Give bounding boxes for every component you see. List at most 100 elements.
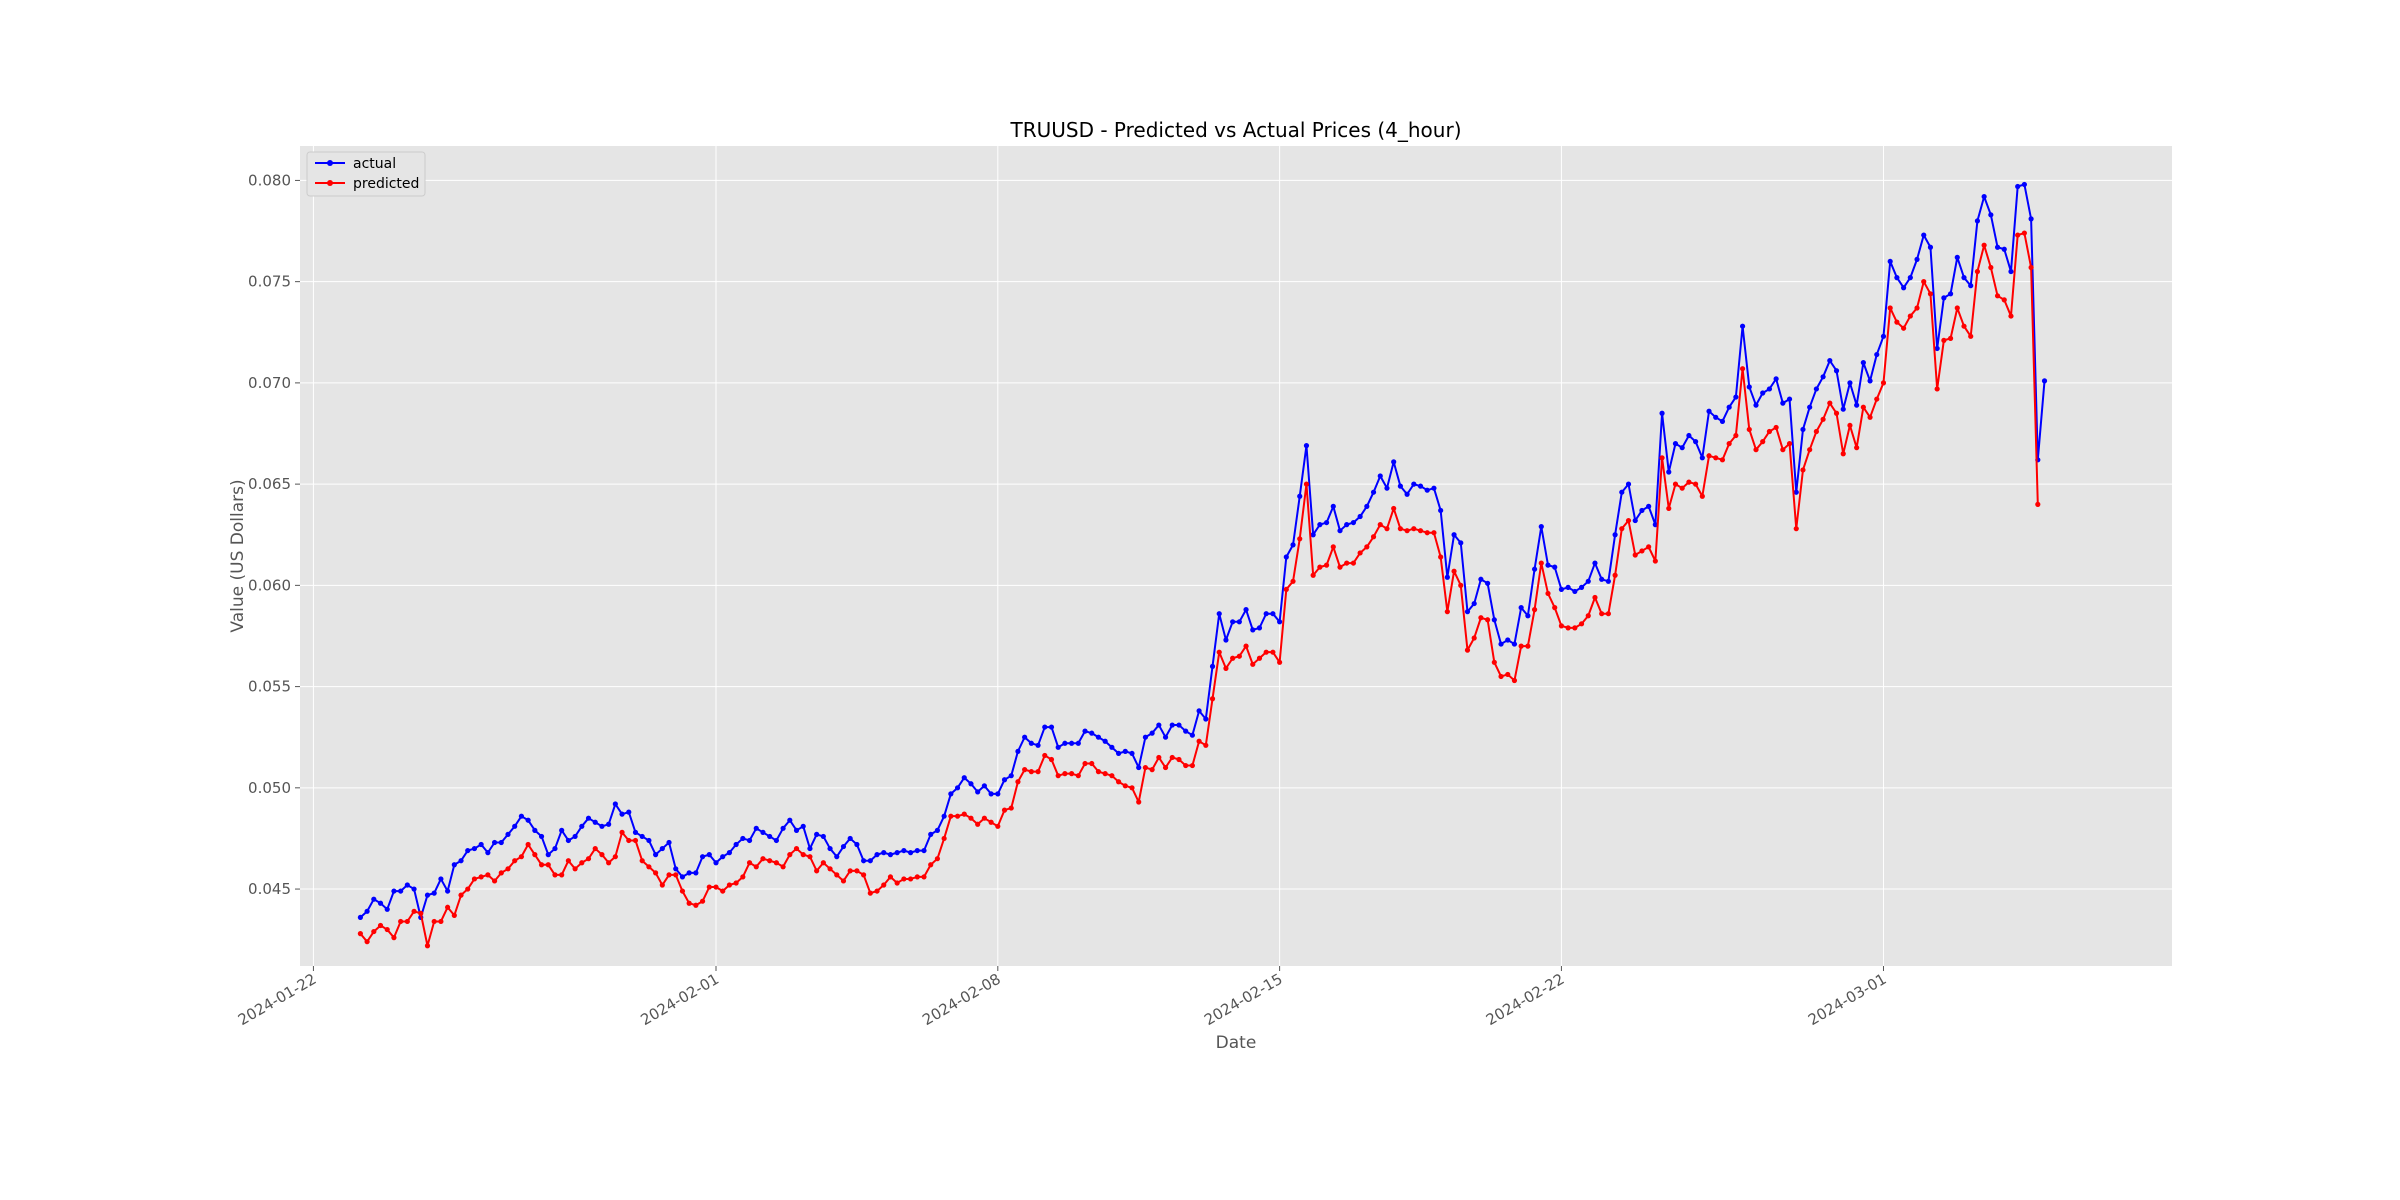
x-tick-label: 2024-02-01 <box>637 970 722 1029</box>
data-point-predicted <box>1659 455 1665 461</box>
data-point-predicted <box>760 856 766 862</box>
data-point-actual <box>1055 744 1061 750</box>
data-point-actual <box>1370 489 1377 495</box>
data-point-predicted <box>1310 572 1316 578</box>
data-point-actual <box>1297 493 1303 499</box>
data-point-predicted <box>1760 439 1766 445</box>
data-point-predicted <box>451 912 457 918</box>
data-point-actual <box>1552 564 1558 570</box>
legend: actual predicted <box>306 151 426 197</box>
data-point-predicted <box>928 862 934 868</box>
x-tick-label: 2024-01-22 <box>235 970 320 1029</box>
data-point-actual <box>673 866 679 872</box>
data-point-predicted <box>773 860 779 866</box>
data-point-actual <box>720 854 726 860</box>
data-point-predicted <box>659 882 665 888</box>
data-point-actual <box>512 823 518 829</box>
data-point-predicted <box>1719 457 1726 463</box>
data-point-predicted <box>1994 293 2001 299</box>
data-point-predicted <box>1109 773 1115 779</box>
data-point-actual <box>599 823 605 829</box>
data-point-predicted <box>1531 607 1538 613</box>
legend-actual-marker <box>327 160 333 166</box>
data-point-actual <box>726 850 733 856</box>
data-point-predicted <box>512 858 518 864</box>
data-point-predicted <box>1934 386 1940 392</box>
data-point-predicted <box>1370 534 1377 540</box>
data-point-predicted <box>887 874 894 880</box>
data-point-predicted <box>861 872 867 878</box>
data-point-predicted <box>653 870 659 876</box>
data-point-actual <box>1646 503 1652 509</box>
data-point-actual <box>458 858 464 864</box>
data-point-actual <box>1008 773 1014 779</box>
data-point-actual <box>1988 212 1994 218</box>
data-point-predicted <box>1162 764 1169 771</box>
data-point-predicted <box>733 880 739 886</box>
data-point-predicted <box>713 884 719 890</box>
data-point-actual <box>1102 738 1108 744</box>
data-point-actual <box>1283 554 1289 560</box>
data-point-predicted <box>1458 582 1464 588</box>
data-point-predicted <box>384 926 390 933</box>
data-point-actual <box>1572 588 1578 595</box>
data-point-actual <box>1015 748 1021 754</box>
data-point-predicted <box>894 880 900 886</box>
data-point-actual <box>894 850 900 856</box>
data-point-actual <box>1706 408 1712 414</box>
data-point-predicted <box>465 886 471 892</box>
data-point-predicted <box>1236 653 1242 659</box>
data-point-predicted <box>787 852 793 858</box>
data-point-actual <box>699 854 706 860</box>
data-point-predicted <box>1880 380 1887 386</box>
data-point-predicted <box>1525 643 1531 649</box>
data-point-actual <box>1129 750 1135 757</box>
data-point-actual <box>1323 519 1330 526</box>
data-point-actual <box>1411 481 1417 487</box>
data-point-predicted <box>1585 613 1591 619</box>
data-point-predicted <box>914 874 920 880</box>
data-point-actual <box>1075 740 1081 746</box>
data-point-predicted <box>1203 742 1209 748</box>
data-point-actual <box>746 837 753 844</box>
data-point-predicted <box>800 852 806 858</box>
data-point-predicted <box>1807 447 1813 453</box>
data-point-predicted <box>1968 333 1974 339</box>
data-point-actual <box>1048 724 1055 730</box>
data-point-actual <box>1069 740 1075 746</box>
data-point-predicted <box>1256 655 1263 661</box>
data-point-actual <box>1209 663 1216 669</box>
data-point-predicted <box>1820 416 1826 422</box>
data-point-actual <box>1022 734 1028 740</box>
data-point-predicted <box>706 884 712 890</box>
data-point-actual <box>1726 404 1732 410</box>
data-point-predicted <box>1793 526 1799 532</box>
series-layer <box>357 181 2048 949</box>
data-point-predicted <box>1263 649 1269 655</box>
data-point-actual <box>1874 351 1880 358</box>
data-point-actual <box>981 783 987 789</box>
data-point-predicted <box>485 872 491 878</box>
data-point-actual <box>1592 560 1598 566</box>
data-point-predicted <box>1451 568 1457 574</box>
data-point-actual <box>814 831 820 838</box>
data-point-predicted <box>619 829 625 835</box>
data-point-predicted <box>606 860 612 866</box>
data-point-actual <box>1847 380 1853 386</box>
data-point-predicted <box>552 872 558 878</box>
data-point-predicted <box>1230 655 1236 661</box>
data-point-actual <box>1035 742 1041 748</box>
data-point-actual <box>740 835 746 842</box>
data-point-predicted <box>854 868 860 874</box>
data-point-actual <box>659 845 665 852</box>
data-point-actual <box>1786 396 1793 402</box>
data-point-actual <box>1250 627 1256 633</box>
data-point-actual <box>653 852 659 858</box>
data-point-actual <box>377 900 384 906</box>
data-point-actual <box>1337 528 1343 534</box>
data-point-predicted <box>1941 337 1947 343</box>
data-point-actual <box>1632 517 1638 524</box>
data-point-actual <box>706 852 712 858</box>
data-point-actual <box>666 839 672 846</box>
data-point-actual <box>1518 605 1524 611</box>
